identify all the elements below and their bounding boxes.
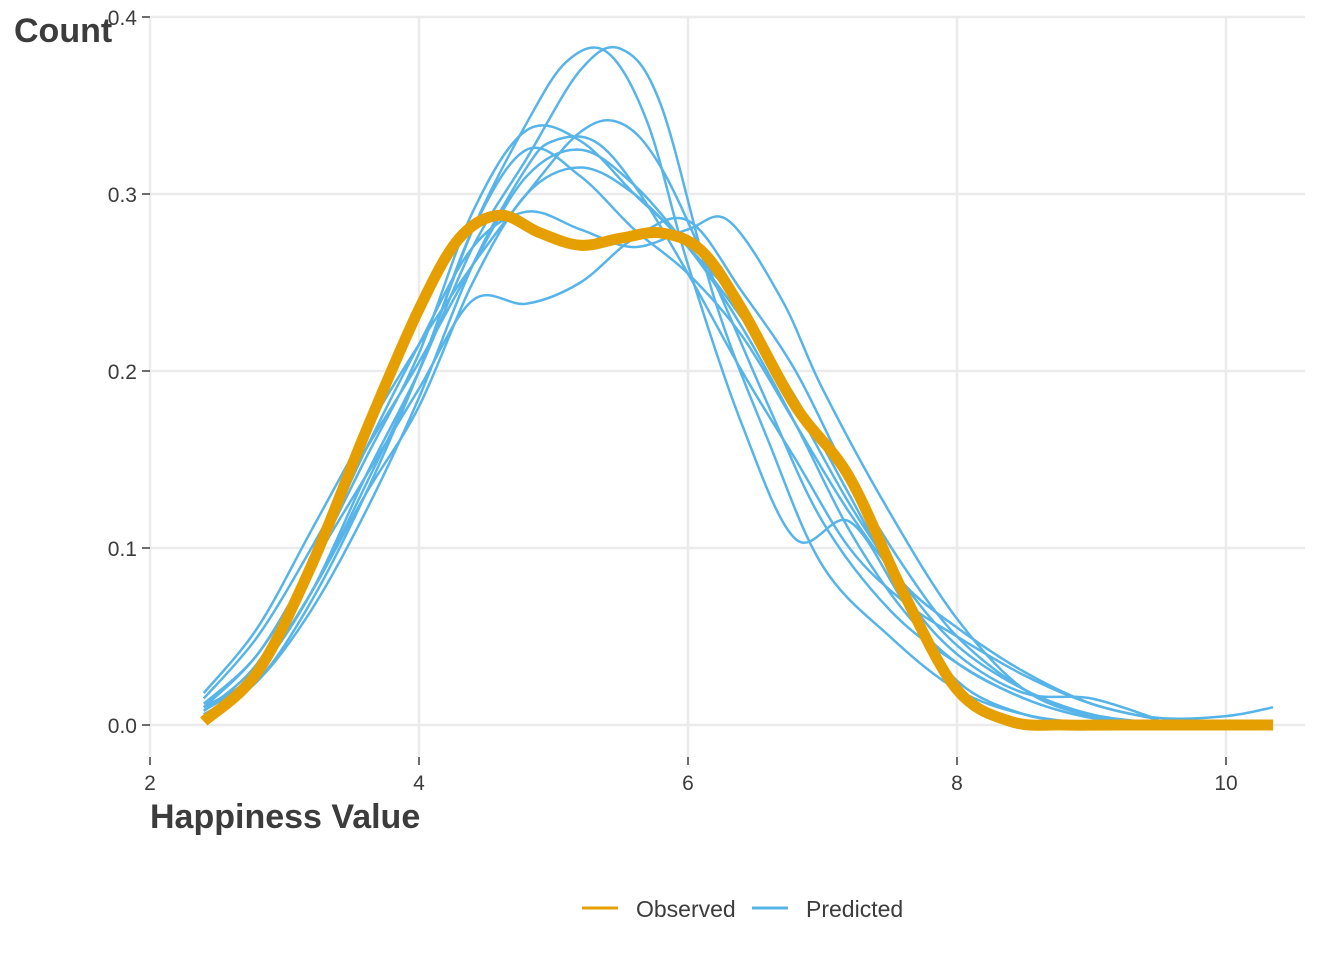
observed-series <box>200 209 1274 731</box>
legend-predicted-label: Predicted <box>806 896 903 922</box>
y-tick-label: 0.4 <box>108 7 138 30</box>
x-tick-label: 8 <box>951 772 963 795</box>
predicted-line <box>203 135 1274 721</box>
y-tick-label: 0.0 <box>108 715 137 738</box>
predicted-line <box>202 119 1159 725</box>
x-tick-label: 10 <box>1214 772 1237 795</box>
legend: Observed Predicted <box>582 896 903 922</box>
legend-observed-label: Observed <box>636 896 736 922</box>
predicted-line <box>202 124 1159 725</box>
x-axis-title: Happiness Value <box>150 798 420 836</box>
x-tick-label: 2 <box>144 772 156 795</box>
predicted-line <box>203 45 1159 727</box>
observed-line <box>200 209 1274 731</box>
y-tick-label: 0.3 <box>108 184 137 207</box>
y-tick-label: 0.1 <box>108 538 137 561</box>
y-tick-label: 0.2 <box>108 361 137 384</box>
predicted-series <box>202 45 1274 727</box>
predicted-line <box>203 166 1159 725</box>
x-tick-label: 4 <box>413 772 425 795</box>
x-tick-label: 6 <box>682 772 694 795</box>
y-axis-title: Count <box>14 12 112 50</box>
grid-lines <box>148 15 1305 757</box>
x-axis: 2 4 6 8 10 <box>144 757 1238 795</box>
y-axis: 0.0 0.1 0.2 0.3 0.4 <box>108 7 150 738</box>
predicted-line <box>202 216 1092 718</box>
predicted-line <box>203 146 1160 721</box>
